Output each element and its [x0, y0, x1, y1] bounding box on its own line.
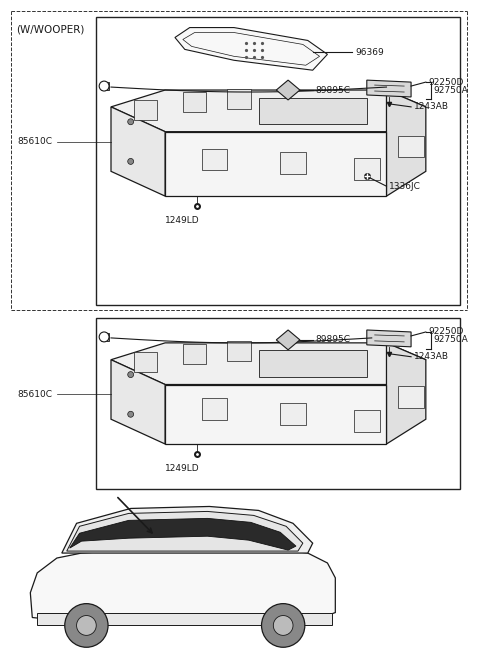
Polygon shape	[165, 132, 386, 196]
Text: 1249LD: 1249LD	[165, 216, 200, 225]
Text: 1243AB: 1243AB	[414, 102, 449, 111]
Polygon shape	[101, 82, 109, 90]
Text: 1243AB: 1243AB	[414, 352, 449, 362]
Polygon shape	[165, 384, 386, 444]
Polygon shape	[133, 352, 157, 371]
Polygon shape	[67, 512, 303, 551]
Polygon shape	[111, 343, 426, 384]
Polygon shape	[259, 98, 367, 124]
Circle shape	[128, 119, 133, 124]
Polygon shape	[101, 333, 109, 341]
Text: 85610C: 85610C	[18, 390, 52, 399]
Polygon shape	[276, 80, 300, 100]
Polygon shape	[367, 330, 411, 347]
Polygon shape	[175, 28, 327, 70]
Polygon shape	[70, 518, 296, 550]
Polygon shape	[367, 80, 411, 97]
Polygon shape	[62, 506, 312, 553]
Text: 92250D: 92250D	[429, 77, 464, 86]
Text: 92750A: 92750A	[434, 335, 468, 345]
Text: 92750A: 92750A	[434, 86, 468, 94]
Circle shape	[262, 604, 305, 647]
Text: 85610C: 85610C	[18, 137, 52, 146]
Circle shape	[77, 616, 96, 635]
Polygon shape	[386, 343, 426, 444]
Polygon shape	[354, 410, 380, 432]
Polygon shape	[111, 90, 426, 132]
Polygon shape	[183, 344, 206, 364]
Circle shape	[128, 411, 133, 417]
Polygon shape	[227, 341, 251, 361]
Polygon shape	[227, 89, 251, 109]
Polygon shape	[30, 546, 336, 622]
Polygon shape	[354, 159, 380, 180]
Polygon shape	[280, 403, 306, 425]
Circle shape	[65, 604, 108, 647]
Circle shape	[99, 332, 109, 342]
Polygon shape	[280, 153, 306, 174]
Text: 89895C: 89895C	[316, 86, 350, 94]
Polygon shape	[133, 100, 157, 120]
Text: 92250D: 92250D	[429, 328, 464, 337]
Text: (W/WOOPER): (W/WOOPER)	[16, 25, 85, 35]
Polygon shape	[37, 612, 332, 626]
Text: 1249LD: 1249LD	[165, 464, 200, 474]
Polygon shape	[386, 90, 426, 196]
Polygon shape	[183, 92, 206, 112]
Polygon shape	[398, 136, 424, 157]
Circle shape	[128, 371, 133, 377]
Circle shape	[99, 81, 109, 91]
Circle shape	[273, 616, 293, 635]
Polygon shape	[202, 149, 227, 170]
Text: 89895C: 89895C	[316, 335, 350, 345]
Polygon shape	[398, 386, 424, 408]
Polygon shape	[111, 107, 165, 196]
Text: 96369: 96369	[355, 48, 384, 57]
Circle shape	[128, 159, 133, 164]
Polygon shape	[276, 330, 300, 350]
Polygon shape	[202, 398, 227, 421]
Text: 1336JC: 1336JC	[389, 181, 421, 191]
Polygon shape	[259, 350, 367, 377]
Polygon shape	[111, 360, 165, 444]
